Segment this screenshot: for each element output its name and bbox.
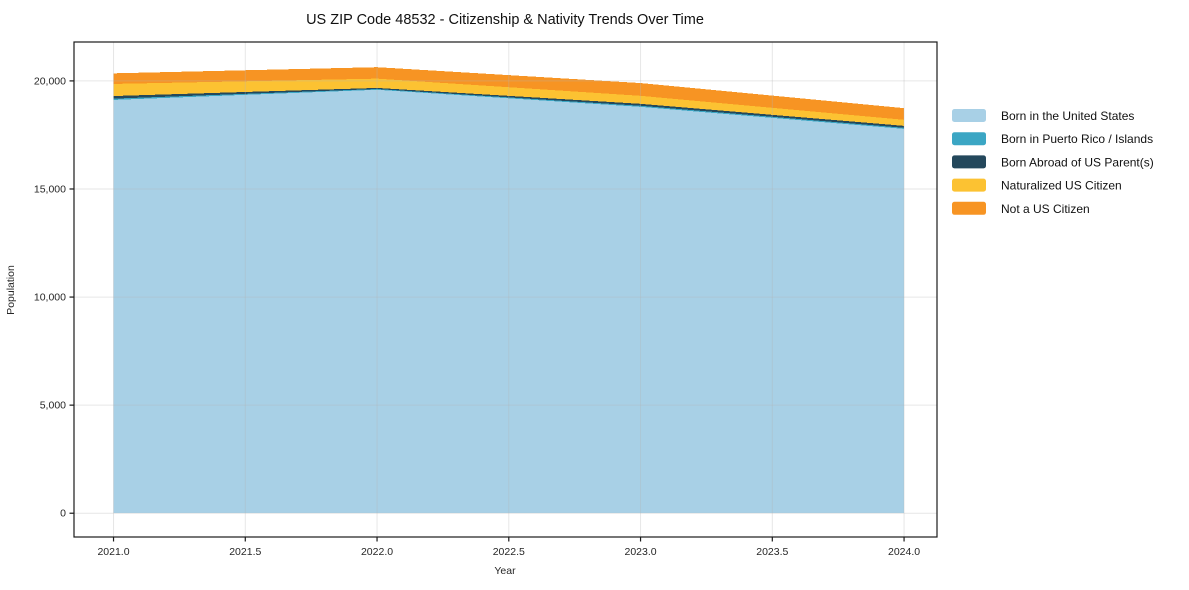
legend-swatch-3 bbox=[952, 178, 986, 192]
legend-swatch-4 bbox=[952, 201, 986, 215]
area-series-2 bbox=[113, 87, 905, 128]
x-tick-label: 2021.0 bbox=[97, 546, 129, 558]
x-tick-label: 2023.0 bbox=[624, 546, 656, 558]
legend-swatch-1 bbox=[952, 132, 986, 146]
legend-swatch-2 bbox=[952, 155, 986, 169]
axis-ticks-group: 2021.0 2021.5 2022.0 2022.5 2023.0 2023.5 2024… bbox=[34, 75, 920, 558]
y-tick-label: 15,000 bbox=[34, 183, 66, 195]
legend-label-4: Not a US Citizen bbox=[1001, 202, 1090, 216]
area-series-3 bbox=[113, 78, 905, 126]
chart-title: US ZIP Code 48532 - Citizenship & Nativi… bbox=[306, 12, 704, 28]
x-tick-label: 2022.5 bbox=[493, 546, 525, 558]
y-tick-label: 10,000 bbox=[34, 292, 66, 304]
legend-label-3: Naturalized US Citizen bbox=[1001, 179, 1122, 193]
gridlines-group bbox=[74, 42, 937, 537]
x-tick-label: 2021.5 bbox=[229, 546, 261, 558]
y-tick-label: 20,000 bbox=[34, 75, 66, 87]
plot-border bbox=[73, 41, 938, 538]
x-tick-label: 2022.0 bbox=[361, 546, 393, 558]
legend: Born in the United States Born in Puerto … bbox=[952, 109, 1154, 216]
x-axis-label: Year bbox=[494, 565, 516, 577]
area-series-0 bbox=[113, 89, 905, 514]
y-tick-label: 0 bbox=[60, 508, 66, 520]
legend-label-1: Born in Puerto Rico / Islands bbox=[1001, 132, 1153, 146]
legend-label-0: Born in the United States bbox=[1001, 109, 1134, 123]
x-tick-label: 2024.0 bbox=[888, 546, 920, 558]
legend-label-2: Born Abroad of US Parent(s) bbox=[1001, 155, 1154, 169]
area-series-group bbox=[113, 67, 905, 514]
y-tick-label: 5,000 bbox=[40, 400, 66, 412]
legend-swatch-0 bbox=[952, 109, 986, 122]
x-tick-label: 2023.5 bbox=[756, 546, 788, 558]
area-series-4 bbox=[113, 67, 905, 120]
y-axis-label: Population bbox=[5, 265, 17, 315]
